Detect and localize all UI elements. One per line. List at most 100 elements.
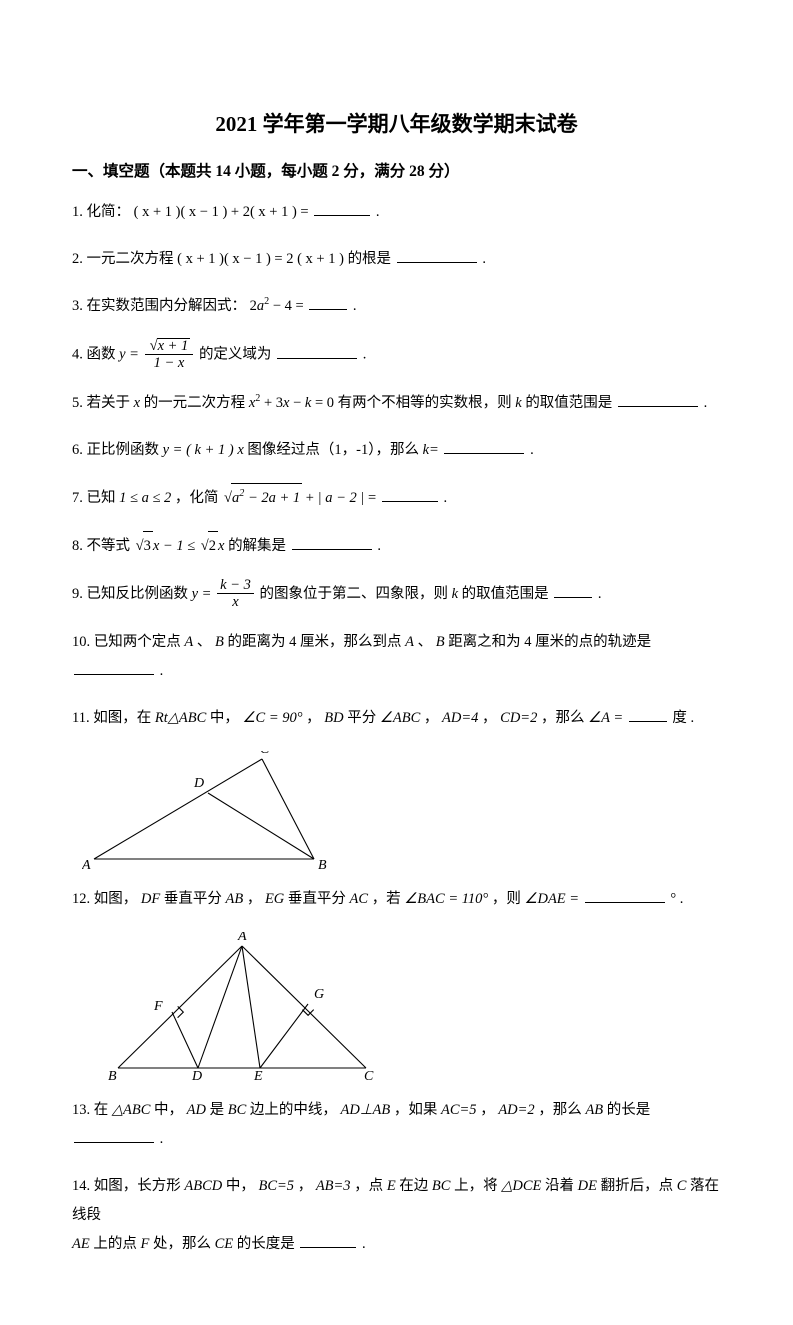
question-12: 12. 如图， DF 垂直平分 AB ， EG 垂直平分 AC ，若 ∠BAC …	[72, 885, 721, 914]
q-text: 的图象位于第二、四象限，则	[259, 586, 451, 602]
svg-text:A: A	[82, 858, 91, 871]
q-num: 10.	[72, 634, 90, 650]
q-expr: ( x + 1 )( x − 1 ) + 2( x + 1 ) =	[134, 204, 309, 220]
q-num: 14.	[72, 1178, 90, 1194]
q-text: 处，那么	[153, 1236, 215, 1252]
val: BC=5	[258, 1178, 294, 1194]
figure-q12: BDECAFG	[102, 932, 721, 1082]
q-text: 中，	[154, 1102, 183, 1118]
q-num: 12.	[72, 891, 90, 907]
q-cond: 1 ≤ a ≤ 2	[119, 490, 171, 506]
triangle: △ABC	[112, 1102, 151, 1118]
q-text: 的一元二次方程	[144, 395, 249, 411]
q-text: 边上的中线，	[250, 1102, 337, 1118]
frac-num: k − 3	[217, 578, 254, 594]
segment: BD	[324, 710, 343, 726]
segment: EG	[265, 891, 284, 907]
expr-part: x − 1 ≤	[153, 538, 199, 554]
q-text: ，点	[354, 1178, 387, 1194]
figure-q11: ABCD	[82, 751, 721, 871]
answer-blank	[314, 202, 370, 216]
q-text: 如图，	[94, 891, 138, 907]
q-num: 1.	[72, 204, 83, 220]
q-text: ，	[482, 710, 497, 726]
q-text: ，	[298, 1178, 313, 1194]
segment: DF	[141, 891, 160, 907]
question-4: 4. 函数 y = x + 1 1 − x 的定义域为 .	[72, 339, 721, 371]
segment: AB	[585, 1102, 603, 1118]
q-suffix: .	[530, 442, 534, 458]
q-suffix: .	[376, 204, 380, 220]
question-11: 11. 如图，在 Rt△ABC 中， ∠C = 90° ， BD 平分 ∠ABC…	[72, 704, 721, 733]
point: E	[387, 1178, 396, 1194]
answer-blank	[585, 889, 665, 903]
q-suffix: .	[377, 538, 381, 554]
svg-text:A: A	[237, 932, 247, 944]
q-text: 如图，在	[93, 710, 155, 726]
q-text: 在边	[399, 1178, 432, 1194]
var-k: k	[452, 586, 458, 602]
q-text: 的定义域为	[199, 347, 272, 363]
q-num: 3.	[72, 298, 83, 314]
val: AD=2	[498, 1102, 534, 1118]
fraction: x + 1 1 − x	[145, 338, 194, 370]
angle: ∠BAC = 110°	[404, 891, 488, 907]
angle: ∠A =	[588, 710, 623, 726]
q-text: 的取值范围是	[525, 395, 612, 411]
fraction: k − 3 x	[217, 578, 254, 609]
q-text: 化简：	[87, 204, 131, 220]
q-text: 一元二次方程	[87, 251, 178, 267]
radicand: 3	[143, 531, 153, 561]
var-x: x	[134, 395, 140, 411]
sqrt: 2	[199, 531, 218, 561]
triangle: Rt△ABC	[155, 710, 206, 726]
q-text: ，	[306, 710, 321, 726]
q-suffix: .	[353, 298, 357, 314]
q-text: 函数	[87, 347, 120, 363]
segment: AE	[72, 1236, 90, 1252]
segment: AB	[225, 891, 243, 907]
var-k: k	[515, 395, 521, 411]
segment: DE	[578, 1178, 597, 1194]
svg-text:E: E	[253, 1069, 263, 1082]
sep: 、	[418, 634, 433, 650]
q-text: 不等式	[87, 538, 134, 554]
answer-blank	[618, 393, 698, 407]
question-6: 6. 正比例函数 y = ( k + 1 ) x 图像经过点（1，-1），那么 …	[72, 436, 721, 465]
q-suffix: .	[704, 395, 708, 411]
answer-blank	[382, 488, 438, 502]
q-text: 正比例函数	[87, 442, 163, 458]
sqrt: a2 − 2a + 1	[222, 483, 302, 513]
val: AC=5	[441, 1102, 477, 1118]
triangle-diagram-icon: BDECAFG	[102, 932, 402, 1082]
q-text: 已知反比例函数	[87, 586, 192, 602]
question-10: 10. 已知两个定点 A 、 B 的距离为 4 厘米，那么到点 A 、 B 距离…	[72, 628, 721, 686]
q-text: 翻折后，点	[601, 1178, 677, 1194]
q-suffix: .	[690, 710, 694, 726]
q-text: ，则	[492, 891, 525, 907]
q-num: 7.	[72, 490, 83, 506]
q-text: ，	[424, 710, 439, 726]
frac-den: 1 − x	[145, 355, 194, 371]
question-7: 7. 已知 1 ≤ a ≤ 2 ，化简 a2 − 2a + 1 + | a − …	[72, 483, 721, 513]
question-5: 5. 若关于 x 的一元二次方程 x2 + 3x − k = 0 有两个不相等的…	[72, 389, 721, 418]
unit: 度	[672, 710, 687, 726]
q-suffix: .	[443, 490, 447, 506]
q-text: 垂直平分	[288, 891, 350, 907]
page: 2021 学年第一学期八年级数学期末试卷 一、填空题（本题共 14 小题，每小题…	[0, 0, 793, 1325]
plus: +	[306, 490, 318, 506]
angle: ∠C = 90°	[243, 710, 303, 726]
answer-blank	[74, 661, 154, 675]
angle: ∠DAE =	[524, 891, 579, 907]
question-1: 1. 化简： ( x + 1 )( x − 1 ) + 2( x + 1 ) =…	[72, 198, 721, 227]
segment: BC	[228, 1102, 247, 1118]
q-text: 已知两个定点	[94, 634, 185, 650]
q-num: 13.	[72, 1102, 90, 1118]
svg-text:D: D	[191, 1069, 202, 1082]
point-B: B	[436, 634, 445, 650]
question-2: 2. 一元二次方程 ( x + 1 )( x − 1 ) = 2 ( x + 1…	[72, 245, 721, 274]
q-text: 若关于	[87, 395, 134, 411]
q-text: 是	[210, 1102, 228, 1118]
eq: =	[368, 490, 376, 506]
q-text: 的解集是	[228, 538, 286, 554]
